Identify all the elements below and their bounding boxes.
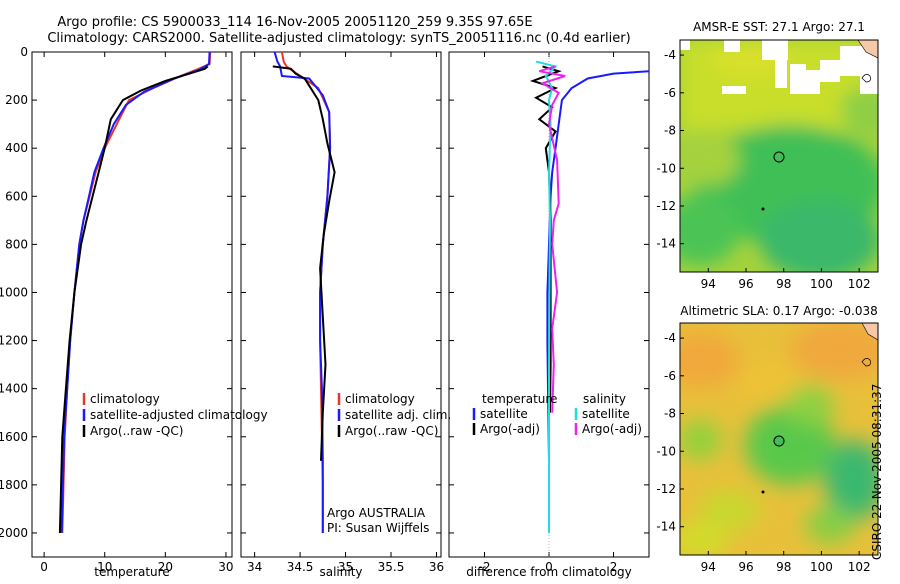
legend-temperature-profile: climatology satellite-adjusted climatolog… xyxy=(82,392,268,438)
x-tick-label: 0 xyxy=(40,560,48,574)
sla-map: Altimetric SLA: 0.17 Argo: -0.038 xyxy=(679,304,879,556)
x-tick-label: 36 xyxy=(429,560,444,574)
temperature-profile: 0 10 20 30 temperature 0 200 400 600 800 1000 1200 1… xyxy=(0,45,234,579)
sst-map-field xyxy=(680,40,878,272)
x-tick-label: 98 xyxy=(776,277,791,291)
temperature-profile-series xyxy=(58,52,212,534)
altimetric-sla-map-axes: 94 96 98 100 102 -4 -6 -8 -10 -12 -14 xyxy=(656,331,870,574)
legend-label: climatology xyxy=(90,392,160,406)
y-tick-label: -4 xyxy=(664,48,676,62)
legend-label: Argo(..raw -QC) xyxy=(90,424,183,438)
salinity-profile-frame xyxy=(240,51,442,558)
series-argo-raw-qc- xyxy=(272,65,336,461)
legend-label: satellite xyxy=(480,407,528,421)
y-tick-label: 1400 xyxy=(0,382,28,396)
y-tick-label: 1600 xyxy=(0,430,28,444)
sst-map-title: AMSR-E SST: 27.1 Argo: 27.1 xyxy=(693,20,865,34)
y-tick-label: -6 xyxy=(664,369,676,383)
y-tick-label: -8 xyxy=(664,407,676,421)
x-tick-label: 10 xyxy=(97,560,112,574)
series-temperature-argo-adj- xyxy=(529,65,562,413)
x-tick-label: 34.5 xyxy=(287,560,314,574)
x-tick-label: 35 xyxy=(338,560,353,574)
y-tick-label: -12 xyxy=(656,482,676,496)
profile-panels: 0 10 20 30temperature0200400600800100012001… xyxy=(0,45,650,579)
y-tick-label: -10 xyxy=(656,161,676,175)
y-tick-label: 200 xyxy=(5,93,28,107)
x-tick-label: 0 xyxy=(545,560,553,574)
y-tick-label: 0 xyxy=(20,45,28,59)
legend-label: Argo(-adj) xyxy=(582,422,642,436)
y-tick-label: -6 xyxy=(664,86,676,100)
x-tick-label: -2 xyxy=(478,560,490,574)
y-tick-label: -10 xyxy=(656,444,676,458)
difference-profile-series xyxy=(529,60,649,533)
map-axes: 94 96 98 100 102 -4 -6 -8 -10 -12 -14 94 96 98 100 102 -… xyxy=(656,48,870,574)
figure-title-line1: Argo profile: CS 5900033_114 16-Nov-2005… xyxy=(57,15,532,30)
temperature-profile-xlabel: temperature xyxy=(94,565,169,579)
legend-label: satellite adj. clim. xyxy=(345,408,451,422)
series-climatology xyxy=(61,52,212,534)
series-salinity-argo-adj- xyxy=(539,65,566,413)
series-satellite-adj-clim- xyxy=(273,52,332,533)
legend-label: salinity xyxy=(583,392,626,406)
sst-argo-marker xyxy=(773,151,785,163)
y-tick-label: 800 xyxy=(5,237,28,251)
y-tick-label: 1200 xyxy=(0,334,28,348)
salinity-profile-series xyxy=(272,52,336,533)
salinity-profile-xlabel: salinity xyxy=(319,565,362,579)
y-tick-label: -8 xyxy=(664,124,676,138)
series-satellite-adjusted-climatology xyxy=(60,52,211,534)
x-tick-label: 96 xyxy=(738,277,753,291)
y-tick-label: 1800 xyxy=(0,478,28,492)
figure-title-line2: Climatology: CARS2000. Satellite-adjuste… xyxy=(47,31,630,46)
footer-timestamp: CSIRO 22-Nov-2005 08:31:37 xyxy=(870,383,884,560)
legend-label: climatology xyxy=(345,392,415,406)
annotation-line: Argo AUSTRALIA xyxy=(327,506,426,520)
x-tick-label: 98 xyxy=(776,560,791,574)
x-tick-label: 34 xyxy=(247,560,262,574)
x-tick-label: 35.5 xyxy=(378,560,405,574)
sst-map: AMSR-E SST: 27.1 Argo: 27.1 xyxy=(679,20,879,273)
x-tick-label: 96 xyxy=(738,560,753,574)
legend-label: temperature xyxy=(482,392,557,406)
legend-salinity-profile: climatology satellite adj. clim. Argo(..ra… xyxy=(337,392,451,438)
legend-label: Argo(-adj) xyxy=(480,422,540,436)
y-tick-label: -12 xyxy=(656,199,676,213)
x-tick-label: 100 xyxy=(810,560,833,574)
y-tick-label: -14 xyxy=(656,237,676,251)
series-temperature-satellite xyxy=(546,70,649,533)
annotation-line: PI: Susan Wijffels xyxy=(327,521,429,535)
y-tick-label: -4 xyxy=(664,331,676,345)
x-tick-label: 2 xyxy=(610,560,618,574)
y-tick-label: -14 xyxy=(656,520,676,534)
amsr-sst-map-axes: 94 96 98 100 102 -4 -6 -8 -10 -12 -14 xyxy=(656,48,870,291)
legend-label: satellite-adjusted climatology xyxy=(90,408,268,422)
x-tick-label: 94 xyxy=(701,277,716,291)
x-tick-label: 20 xyxy=(158,560,173,574)
x-tick-label: 102 xyxy=(848,560,871,574)
x-tick-label: 100 xyxy=(810,277,833,291)
sla-map-title: Altimetric SLA: 0.17 Argo: -0.038 xyxy=(680,304,877,318)
sla-argo-marker xyxy=(773,435,785,447)
series-argo-raw-qc- xyxy=(58,65,209,534)
series-salinity-satellite xyxy=(535,60,558,533)
x-tick-label: 102 xyxy=(848,277,871,291)
y-tick-label: 600 xyxy=(5,189,28,203)
x-tick-label: 30 xyxy=(218,560,233,574)
x-tick-label: 94 xyxy=(701,560,716,574)
temperature-profile-frame xyxy=(31,51,233,558)
y-tick-label: 400 xyxy=(5,141,28,155)
salinity-profile: 34 34.5 35 35.5 36 salinity xyxy=(240,51,444,579)
legend-label: Argo(..raw -QC) xyxy=(345,424,438,438)
legend-label: satellite xyxy=(582,407,630,421)
difference-profile-xlabel: difference from climatology xyxy=(466,565,632,579)
y-tick-label: 2000 xyxy=(0,526,28,540)
y-tick-label: 1000 xyxy=(0,285,28,299)
